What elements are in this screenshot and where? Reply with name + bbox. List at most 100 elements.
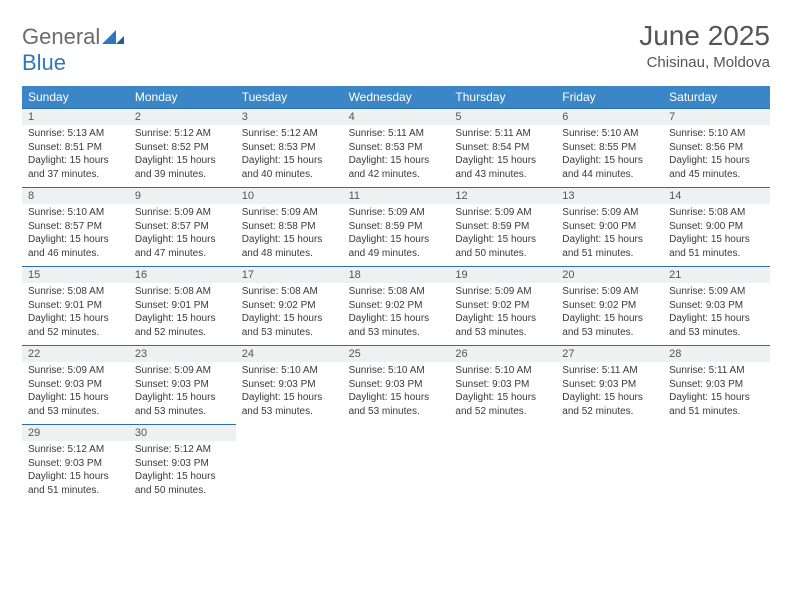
weekday-label: Thursday <box>449 86 556 108</box>
day-number: 15 <box>22 267 129 283</box>
day-number: 1 <box>22 109 129 125</box>
calendar-cell: 15Sunrise: 5:08 AMSunset: 9:01 PMDayligh… <box>22 266 129 345</box>
page-title: June 2025 <box>639 20 770 52</box>
calendar-cell: 4Sunrise: 5:11 AMSunset: 8:53 PMDaylight… <box>343 108 450 187</box>
calendar-cell: 13Sunrise: 5:09 AMSunset: 9:00 PMDayligh… <box>556 187 663 266</box>
day-number: 17 <box>236 267 343 283</box>
day-number: 20 <box>556 267 663 283</box>
day-info: Sunrise: 5:08 AMSunset: 9:02 PMDaylight:… <box>343 283 450 339</box>
calendar-cell: 29Sunrise: 5:12 AMSunset: 9:03 PMDayligh… <box>22 424 129 503</box>
day-info: Sunrise: 5:09 AMSunset: 8:59 PMDaylight:… <box>449 204 556 260</box>
day-number: 28 <box>663 346 770 362</box>
day-number: 8 <box>22 188 129 204</box>
day-info: Sunrise: 5:10 AMSunset: 9:03 PMDaylight:… <box>449 362 556 418</box>
location-label: Chisinau, Moldova <box>639 54 770 71</box>
day-number: 16 <box>129 267 236 283</box>
calendar-cell: 11Sunrise: 5:09 AMSunset: 8:59 PMDayligh… <box>343 187 450 266</box>
calendar-cell: 1Sunrise: 5:13 AMSunset: 8:51 PMDaylight… <box>22 108 129 187</box>
day-info: Sunrise: 5:11 AMSunset: 9:03 PMDaylight:… <box>556 362 663 418</box>
day-number: 29 <box>22 425 129 441</box>
calendar-cell: 7Sunrise: 5:10 AMSunset: 8:56 PMDaylight… <box>663 108 770 187</box>
day-info: Sunrise: 5:09 AMSunset: 9:02 PMDaylight:… <box>449 283 556 339</box>
day-number: 9 <box>129 188 236 204</box>
calendar-cell <box>449 424 556 503</box>
calendar-cell: 25Sunrise: 5:10 AMSunset: 9:03 PMDayligh… <box>343 345 450 424</box>
day-number: 14 <box>663 188 770 204</box>
calendar-cell: 24Sunrise: 5:10 AMSunset: 9:03 PMDayligh… <box>236 345 343 424</box>
day-number: 27 <box>556 346 663 362</box>
calendar-cell <box>343 424 450 503</box>
header: General Blue June 2025 Chisinau, Moldova <box>22 20 770 76</box>
day-number: 2 <box>129 109 236 125</box>
day-info: Sunrise: 5:08 AMSunset: 9:01 PMDaylight:… <box>129 283 236 339</box>
calendar-cell: 5Sunrise: 5:11 AMSunset: 8:54 PMDaylight… <box>449 108 556 187</box>
logo-word2: Blue <box>22 50 66 75</box>
day-number: 11 <box>343 188 450 204</box>
day-info: Sunrise: 5:08 AMSunset: 9:02 PMDaylight:… <box>236 283 343 339</box>
day-number: 7 <box>663 109 770 125</box>
day-number: 25 <box>343 346 450 362</box>
day-number: 23 <box>129 346 236 362</box>
day-info: Sunrise: 5:10 AMSunset: 9:03 PMDaylight:… <box>236 362 343 418</box>
logo-word1: General <box>22 24 100 49</box>
day-number: 10 <box>236 188 343 204</box>
calendar-cell: 18Sunrise: 5:08 AMSunset: 9:02 PMDayligh… <box>343 266 450 345</box>
calendar-cell: 16Sunrise: 5:08 AMSunset: 9:01 PMDayligh… <box>129 266 236 345</box>
calendar-cell: 20Sunrise: 5:09 AMSunset: 9:02 PMDayligh… <box>556 266 663 345</box>
calendar-cell <box>663 424 770 503</box>
day-info: Sunrise: 5:08 AMSunset: 9:01 PMDaylight:… <box>22 283 129 339</box>
calendar-cell: 27Sunrise: 5:11 AMSunset: 9:03 PMDayligh… <box>556 345 663 424</box>
calendar-cell <box>556 424 663 503</box>
day-info: Sunrise: 5:12 AMSunset: 8:53 PMDaylight:… <box>236 125 343 181</box>
weekday-label: Friday <box>556 86 663 108</box>
day-number: 26 <box>449 346 556 362</box>
day-info: Sunrise: 5:12 AMSunset: 9:03 PMDaylight:… <box>22 441 129 497</box>
day-number: 21 <box>663 267 770 283</box>
day-info: Sunrise: 5:13 AMSunset: 8:51 PMDaylight:… <box>22 125 129 181</box>
calendar-cell: 6Sunrise: 5:10 AMSunset: 8:55 PMDaylight… <box>556 108 663 187</box>
logo-mark-icon <box>102 30 124 44</box>
logo-text: General Blue <box>22 24 124 76</box>
calendar: SundayMondayTuesdayWednesdayThursdayFrid… <box>22 86 770 503</box>
day-info: Sunrise: 5:09 AMSunset: 9:00 PMDaylight:… <box>556 204 663 260</box>
day-info: Sunrise: 5:09 AMSunset: 8:59 PMDaylight:… <box>343 204 450 260</box>
calendar-cell: 2Sunrise: 5:12 AMSunset: 8:52 PMDaylight… <box>129 108 236 187</box>
weekday-label: Sunday <box>22 86 129 108</box>
calendar-grid: 1Sunrise: 5:13 AMSunset: 8:51 PMDaylight… <box>22 108 770 503</box>
day-number: 5 <box>449 109 556 125</box>
day-number: 18 <box>343 267 450 283</box>
calendar-cell: 28Sunrise: 5:11 AMSunset: 9:03 PMDayligh… <box>663 345 770 424</box>
day-info: Sunrise: 5:10 AMSunset: 9:03 PMDaylight:… <box>343 362 450 418</box>
calendar-cell: 26Sunrise: 5:10 AMSunset: 9:03 PMDayligh… <box>449 345 556 424</box>
day-number: 3 <box>236 109 343 125</box>
day-number: 4 <box>343 109 450 125</box>
weekday-label: Tuesday <box>236 86 343 108</box>
title-block: June 2025 Chisinau, Moldova <box>639 20 770 71</box>
day-info: Sunrise: 5:08 AMSunset: 9:00 PMDaylight:… <box>663 204 770 260</box>
day-number: 13 <box>556 188 663 204</box>
calendar-cell: 12Sunrise: 5:09 AMSunset: 8:59 PMDayligh… <box>449 187 556 266</box>
day-info: Sunrise: 5:10 AMSunset: 8:55 PMDaylight:… <box>556 125 663 181</box>
weekday-row: SundayMondayTuesdayWednesdayThursdayFrid… <box>22 86 770 108</box>
day-info: Sunrise: 5:10 AMSunset: 8:57 PMDaylight:… <box>22 204 129 260</box>
day-info: Sunrise: 5:09 AMSunset: 9:03 PMDaylight:… <box>22 362 129 418</box>
day-number: 24 <box>236 346 343 362</box>
calendar-cell: 8Sunrise: 5:10 AMSunset: 8:57 PMDaylight… <box>22 187 129 266</box>
calendar-cell: 9Sunrise: 5:09 AMSunset: 8:57 PMDaylight… <box>129 187 236 266</box>
day-info: Sunrise: 5:09 AMSunset: 9:02 PMDaylight:… <box>556 283 663 339</box>
calendar-cell: 22Sunrise: 5:09 AMSunset: 9:03 PMDayligh… <box>22 345 129 424</box>
calendar-cell: 17Sunrise: 5:08 AMSunset: 9:02 PMDayligh… <box>236 266 343 345</box>
day-info: Sunrise: 5:12 AMSunset: 8:52 PMDaylight:… <box>129 125 236 181</box>
day-number: 30 <box>129 425 236 441</box>
day-info: Sunrise: 5:09 AMSunset: 8:57 PMDaylight:… <box>129 204 236 260</box>
calendar-cell: 3Sunrise: 5:12 AMSunset: 8:53 PMDaylight… <box>236 108 343 187</box>
calendar-cell: 19Sunrise: 5:09 AMSunset: 9:02 PMDayligh… <box>449 266 556 345</box>
day-info: Sunrise: 5:11 AMSunset: 8:54 PMDaylight:… <box>449 125 556 181</box>
calendar-cell: 30Sunrise: 5:12 AMSunset: 9:03 PMDayligh… <box>129 424 236 503</box>
logo: General Blue <box>22 24 124 76</box>
day-info: Sunrise: 5:11 AMSunset: 8:53 PMDaylight:… <box>343 125 450 181</box>
day-info: Sunrise: 5:10 AMSunset: 8:56 PMDaylight:… <box>663 125 770 181</box>
day-info: Sunrise: 5:09 AMSunset: 9:03 PMDaylight:… <box>663 283 770 339</box>
day-info: Sunrise: 5:11 AMSunset: 9:03 PMDaylight:… <box>663 362 770 418</box>
calendar-cell: 14Sunrise: 5:08 AMSunset: 9:00 PMDayligh… <box>663 187 770 266</box>
